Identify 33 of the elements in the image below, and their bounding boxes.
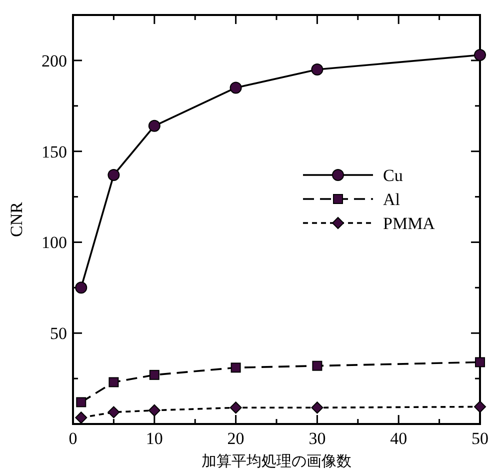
y-tick-label: 200	[42, 51, 67, 70]
x-tick-label: 20	[227, 429, 244, 448]
point	[108, 168, 120, 181]
point	[474, 48, 486, 61]
point	[230, 82, 242, 94]
x-tick-label: 0	[68, 429, 78, 448]
point	[311, 64, 324, 76]
point	[108, 406, 120, 418]
legend-label: Al	[383, 190, 400, 209]
x-tick-label: 50	[472, 429, 488, 448]
legend-label: Cu	[383, 166, 404, 185]
point	[148, 404, 160, 416]
x-tick-label: 40	[390, 429, 408, 448]
point	[311, 402, 324, 414]
point	[312, 360, 322, 371]
point	[108, 377, 119, 388]
x-axis-title: 加算平均処理の画像数	[202, 453, 352, 470]
legend-label: PMMA	[383, 214, 436, 233]
y-tick-label: 150	[42, 142, 67, 162]
y-tick-label: 100	[42, 233, 67, 252]
point	[475, 357, 485, 368]
point	[149, 370, 160, 380]
point	[76, 397, 86, 408]
point	[75, 412, 88, 424]
point	[474, 400, 486, 413]
point	[230, 402, 242, 414]
y-tick-label: 50	[50, 324, 67, 344]
point	[75, 282, 88, 294]
y-axis-title: CNR	[7, 201, 26, 237]
point	[148, 120, 160, 132]
point	[230, 362, 241, 373]
x-tick-label: 30	[308, 429, 326, 448]
x-tick-label: 10	[146, 429, 163, 448]
